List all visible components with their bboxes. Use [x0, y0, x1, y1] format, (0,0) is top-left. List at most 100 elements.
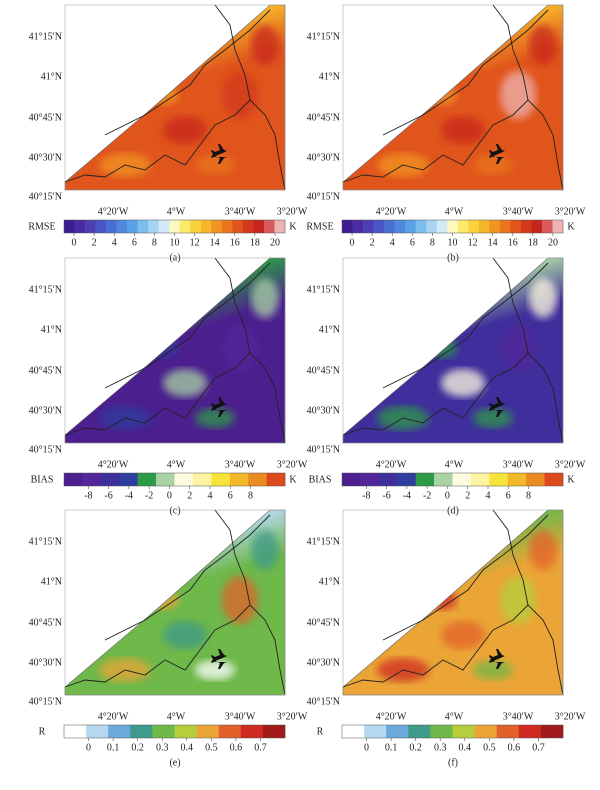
colorbar-tick-label: 0	[445, 490, 450, 501]
colorbar-frame	[63, 724, 286, 739]
colorbar-cell	[262, 725, 286, 738]
colorbar-cell	[221, 220, 233, 233]
colorbar-tick-label: 0.4	[181, 742, 194, 753]
colorbar-tick-label: 10	[170, 237, 180, 248]
colorbar-cell	[106, 220, 117, 233]
lon-label: 3°20′W	[555, 711, 586, 722]
lon-label: 4°W	[445, 459, 464, 470]
colorbar-cell	[415, 220, 427, 233]
colorbar-tick-label: -8	[362, 490, 370, 501]
lat-label: 40°30′N	[29, 152, 62, 163]
colorbar-cell	[384, 220, 395, 233]
colorbar-cell	[64, 220, 75, 233]
colorbar-unit: K	[567, 474, 575, 485]
field-patch	[251, 530, 279, 570]
map	[64, 257, 286, 444]
airport-icon	[211, 144, 227, 164]
colorbar-cell	[263, 220, 275, 233]
colorbar-tick-label: 2	[92, 237, 97, 248]
colorbar-cell	[74, 220, 86, 233]
colorbar-cell	[544, 473, 564, 486]
colorbar-cell	[232, 220, 244, 233]
colorbar-tick-label: 4	[112, 237, 117, 248]
map-field	[343, 510, 563, 695]
colorbar-tick-label: 0	[350, 237, 355, 248]
colorbar-cell	[447, 220, 459, 233]
colorbar-cell	[415, 473, 435, 486]
panel: 41°15′N 41°N 40°45′N 40°30′N 40°15′N 4°20′W 4°…	[306, 4, 586, 263]
colorbar-cell	[100, 473, 120, 486]
field-patch	[222, 576, 258, 624]
colorbar-cell	[510, 220, 522, 233]
colorbar-tick-label: 18	[250, 237, 260, 248]
colorbar-tick-label: 4	[485, 490, 490, 501]
panel: 41°15′N 41°N 40°45′N 40°30′N 40°15′N 4°20′W 4°…	[307, 509, 586, 768]
lat-label: 41°N	[41, 576, 62, 587]
colorbar-cell	[200, 220, 212, 233]
field-patch	[529, 25, 557, 65]
field-patch	[473, 660, 513, 680]
colorbar-title: BIAS	[309, 474, 332, 485]
colorbar-tick-label: 12	[190, 237, 200, 248]
colorbar-cell	[342, 473, 361, 486]
lon-label: 4°20′W	[376, 206, 407, 217]
lon-label: 4°W	[167, 206, 186, 217]
field-patch	[163, 369, 207, 397]
lon-label: 4°W	[167, 711, 186, 722]
colorbar-tick-label: 0.1	[385, 742, 398, 753]
colorbar-title: BIAS	[31, 474, 54, 485]
lon-label: 3°40′W	[225, 206, 256, 217]
colorbar-cell	[86, 725, 109, 738]
lat-label: 40°45′N	[307, 617, 340, 628]
province-border	[382, 514, 549, 641]
colorbar-title: RMSE	[28, 221, 55, 232]
colorbar-cell	[242, 220, 254, 233]
lat-label: 40°45′N	[307, 365, 340, 376]
map-frame	[64, 257, 286, 444]
colorbar-cell	[531, 220, 543, 233]
field-patch	[222, 324, 258, 372]
field-patch	[441, 116, 485, 144]
map	[64, 509, 286, 696]
province-border	[342, 352, 529, 436]
colorbar-cell	[240, 725, 264, 738]
colorbar-cell	[452, 473, 472, 486]
lat-label: 41°15′N	[29, 284, 62, 295]
colorbar-cell	[192, 473, 212, 486]
colorbar-tick-label: 0.2	[409, 742, 422, 753]
field-patch	[222, 71, 258, 119]
colorbar-cell	[190, 220, 202, 233]
colorbar-cell	[274, 220, 286, 233]
colorbar-cell	[452, 725, 475, 738]
colorbar-cell	[541, 220, 553, 233]
airport-icon	[489, 397, 505, 417]
lat-label: 41°15′N	[29, 536, 62, 547]
field-patch	[163, 621, 207, 649]
colorbar-cell	[489, 220, 501, 233]
lat-label: 40°30′N	[307, 405, 340, 416]
colorbar-cell	[507, 473, 527, 486]
field-patch	[500, 71, 536, 119]
colorbar-cell	[196, 725, 219, 738]
colorbar-tick-label: 8	[430, 237, 435, 248]
colorbar-cell	[82, 473, 102, 486]
panel: 41°15′N 41°N 40°45′N 40°30′N 40°15′N 4°20′W 4°…	[29, 509, 308, 768]
colorbar-cell	[373, 220, 385, 233]
colorbar-tick-label: 8	[248, 490, 253, 501]
lon-label: 3°20′W	[555, 459, 586, 470]
colorbar-cell	[468, 220, 480, 233]
lon-label: 3°20′W	[277, 459, 308, 470]
lat-label: 40°45′N	[29, 617, 62, 628]
field-patch	[500, 576, 536, 624]
colorbar-frame	[63, 472, 286, 487]
colorbar-cell	[540, 725, 564, 738]
field-patch	[195, 155, 235, 175]
lat-label: 40°45′N	[29, 112, 62, 123]
colorbar-tick-label: -6	[382, 490, 390, 501]
colorbar-tick-label: -2	[145, 490, 153, 501]
colorbar-tick-label: 0.5	[205, 742, 218, 753]
colorbar-tick-label: 0.6	[508, 742, 521, 753]
colorbar-cell	[405, 220, 416, 233]
colorbar-cell	[426, 220, 438, 233]
panel-label: (c)	[169, 505, 180, 516]
